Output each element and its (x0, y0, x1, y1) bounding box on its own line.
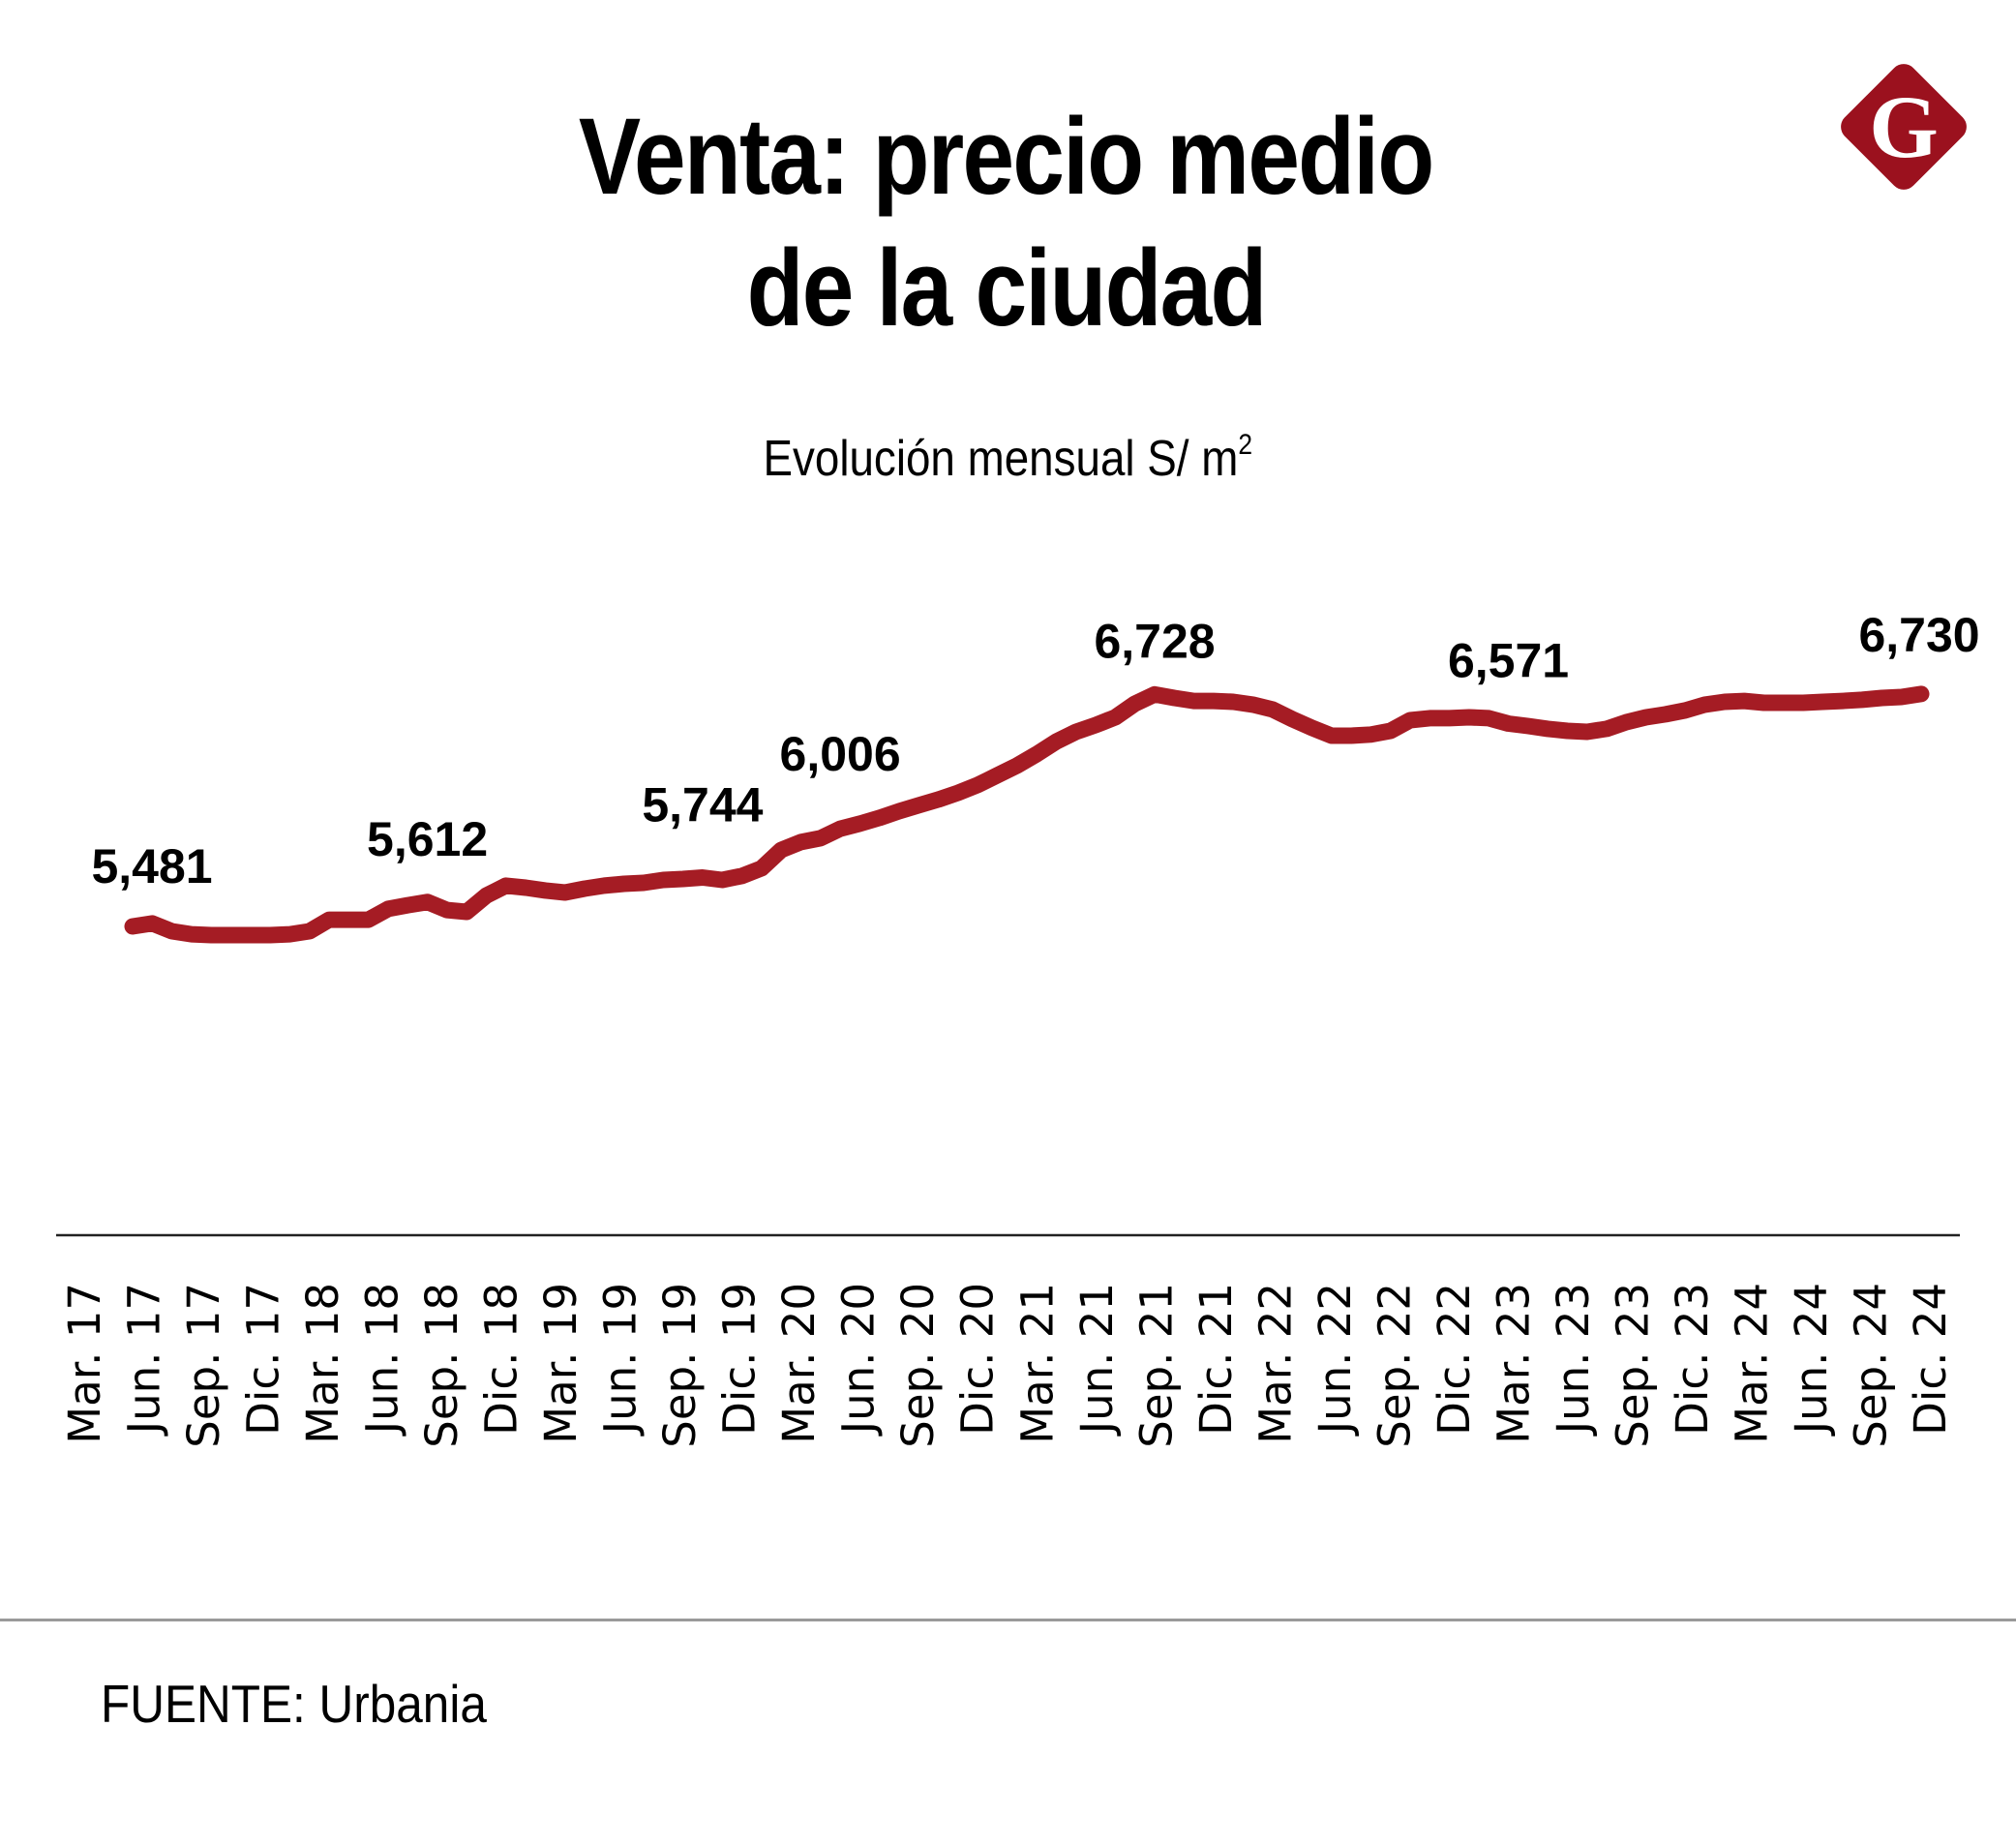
chart-title-line-1: Venta: precio medio (0, 103, 2014, 211)
x-tick-label: Dic. 18 (476, 1283, 527, 1436)
x-tick-label: Jun. 23 (1548, 1283, 1599, 1437)
x-tick-label: Sep. 20 (892, 1283, 944, 1448)
x-tick-label: Jun. 21 (1071, 1283, 1123, 1437)
x-tick-label: Dic. 21 (1190, 1283, 1242, 1436)
logo-diamond (1841, 64, 1967, 190)
x-tick-label: Dic. 20 (952, 1283, 1004, 1436)
x-tick-label: Mar. 20 (773, 1283, 825, 1444)
x-tick-label: Sep. 22 (1369, 1283, 1420, 1448)
title-text-1: Venta: precio medio (579, 96, 1434, 217)
x-tick-label: Mar. 18 (297, 1283, 348, 1444)
x-tick-label: Sep. 19 (654, 1283, 706, 1448)
x-tick-label: Sep. 17 (178, 1283, 229, 1448)
line-chart: 5,481 5,612 5,744 6,006 6,728 6,571 6,730 Mar.… (56, 608, 1980, 1448)
x-tick-label: Mar. 17 (59, 1283, 110, 1444)
x-tick-label: Jun. 18 (357, 1283, 408, 1437)
x-tick-label: Dic. 17 (238, 1283, 289, 1436)
x-tick-label: Sep. 21 (1130, 1283, 1182, 1448)
x-tick-label: Jun. 22 (1309, 1283, 1361, 1437)
x-axis-tick-labels: Mar. 17 Jun. 17 Sep. 17 Dic. 17 Mar. 18 Jun. … (59, 1283, 1956, 1448)
x-tick-label: Dic. 22 (1429, 1283, 1480, 1436)
title-text-2: de la ciudad (746, 227, 1267, 348)
x-tick-label: Dic. 24 (1905, 1283, 1956, 1436)
data-label: 5,612 (367, 812, 488, 866)
source-note: FUENTE: Urbania (101, 1678, 529, 1731)
g-diamond-logo-icon: G (1841, 64, 1967, 190)
x-tick-label: Mar. 24 (1727, 1283, 1778, 1444)
chart-subtitle: Evolución mensual S/ m2 (0, 429, 2016, 487)
x-tick-label: Jun. 24 (1786, 1283, 1837, 1437)
subtitle-superscript: 2 (1238, 429, 1253, 461)
data-label: 5,481 (91, 839, 212, 893)
x-tick-label: Jun. 19 (595, 1283, 647, 1437)
x-tick-label: Sep. 24 (1846, 1283, 1897, 1448)
source-text: FUENTE: Urbania (101, 1674, 487, 1734)
x-tick-label: Mar. 19 (535, 1283, 587, 1444)
x-tick-label: Sep. 18 (416, 1283, 467, 1448)
data-label: 6,730 (1858, 608, 1979, 662)
x-tick-label: Dic. 23 (1667, 1283, 1718, 1436)
data-label: 6,006 (780, 727, 901, 781)
logo-letter: G (1869, 77, 1939, 176)
data-label: 6,728 (1094, 614, 1215, 668)
x-tick-label: Mar. 21 (1011, 1283, 1063, 1444)
x-tick-label: Jun. 20 (833, 1283, 885, 1437)
x-tick-label: Mar. 23 (1488, 1283, 1539, 1444)
data-labels: 5,481 5,612 5,744 6,006 6,728 6,571 6,730 (91, 608, 1979, 893)
subtitle-text: Evolución mensual S/ m (763, 431, 1239, 487)
x-tick-label: Dic. 19 (714, 1283, 766, 1436)
x-tick-label: Mar. 22 (1249, 1283, 1301, 1444)
footer-divider (0, 1619, 2016, 1621)
chart-title-line-2: de la ciudad (0, 234, 2014, 343)
price-series-line (124, 685, 1930, 944)
data-label: 5,744 (642, 778, 763, 833)
data-label: 6,571 (1448, 634, 1569, 688)
x-tick-label: Jun. 17 (119, 1283, 170, 1437)
x-tick-label: Sep. 23 (1607, 1283, 1658, 1448)
